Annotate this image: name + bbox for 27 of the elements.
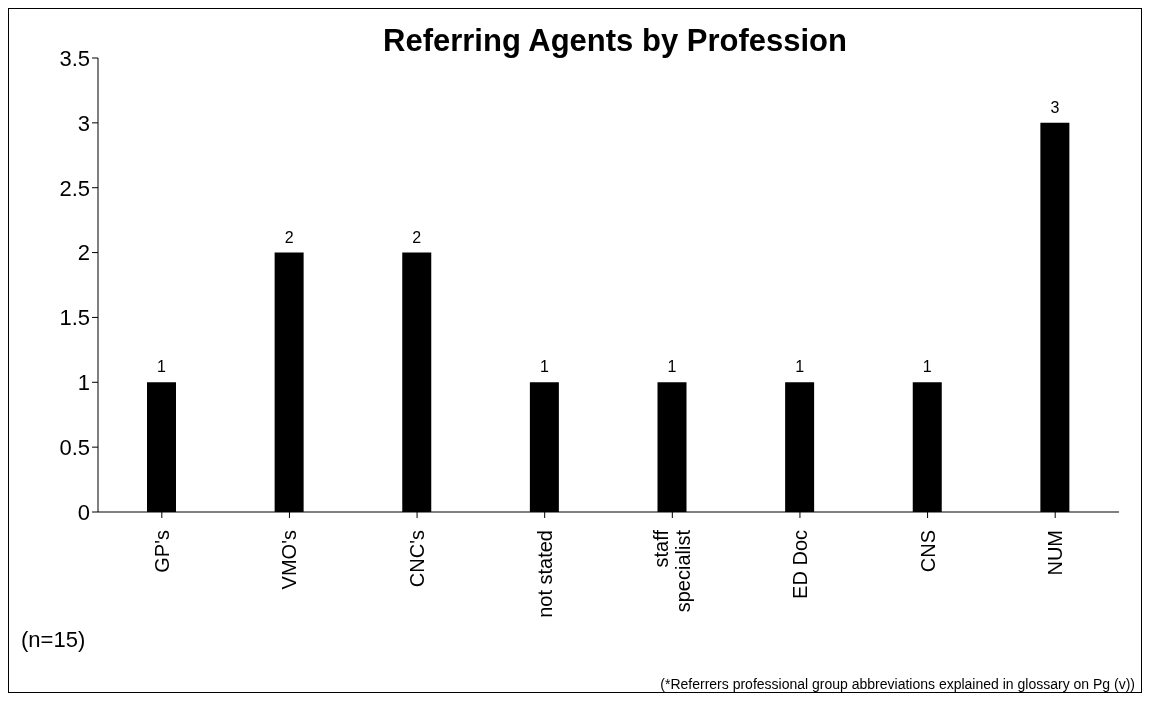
y-tick-label: 1.5 [59,305,90,331]
data-label: 2 [284,228,294,246]
y-tick-label: 2 [77,240,90,266]
x-tick-label: ED Doc [788,530,811,599]
y-tick-label: 0 [77,499,90,525]
y-tick-label: 0.5 [59,434,90,460]
data-label: 1 [922,358,932,376]
x-tick-label: VMO's [278,530,301,590]
text: (n=15) [21,627,86,653]
data-label: 3 [1050,98,1060,116]
y-tick-label: 3 [77,110,90,136]
x-tick-label: NUM [1044,530,1067,576]
chart-title: Referring Agents by Profession [383,23,847,58]
data-label: 1 [157,358,167,376]
data-label: 1 [667,358,677,376]
y-tick-label: 1 [77,370,90,396]
x-tick-label: GP's [150,530,173,573]
text: (*Referrers professional group abbreviations explained in glossary on Pg (v)) [660,676,1135,692]
y-tick-label: 3.5 [59,45,90,71]
x-tick-label: not stated [533,530,556,618]
y-tick-label: 2.5 [59,175,90,201]
x-tick-label: staff specialist [650,529,695,613]
data-label: 1 [795,358,805,376]
x-tick-label: CNC's [406,530,429,588]
data-label: 1 [539,358,549,376]
x-tick-label: CNS [916,530,939,573]
data-label: 2 [412,228,422,246]
